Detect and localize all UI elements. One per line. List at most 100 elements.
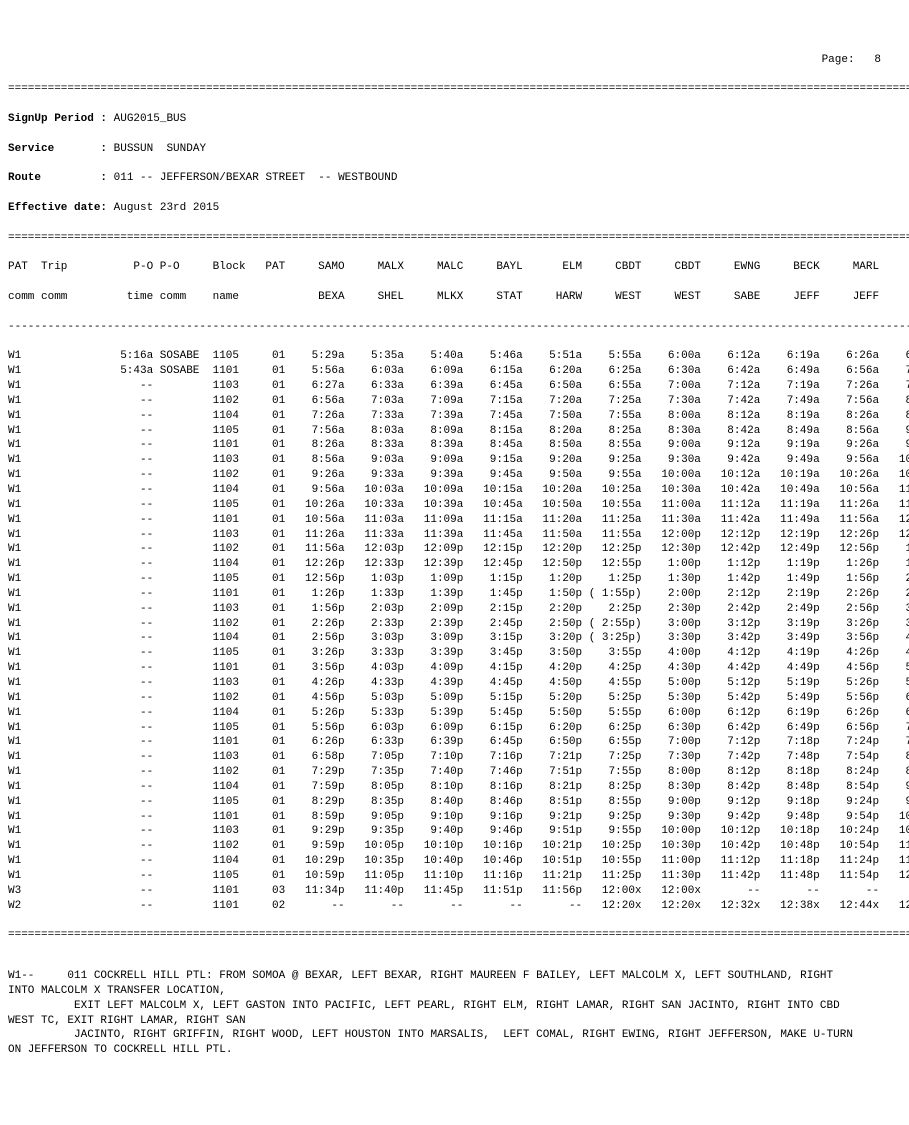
cell: 01 [252,572,292,587]
cell: 8:03a [351,424,410,439]
cell: 11:03a [351,513,410,528]
cell: -- [100,780,159,795]
cell: -- [100,409,159,424]
cell: W1 [8,513,41,528]
cell: 8:35a [886,409,909,424]
col-header: Block [213,260,253,275]
cell: 03 [252,884,292,899]
cell: 7:33p [886,735,909,750]
cell: 11:55a [589,528,648,543]
effective-label: Effective date: [8,202,107,214]
cell: 9:42p [708,810,767,825]
cell: 10:26a [292,498,351,513]
cell: 9:30a [648,453,707,468]
cell: 01 [252,528,292,543]
col-header: PAT [252,260,292,275]
cell: 3:42p [708,631,767,646]
cell: 12:32x [708,899,767,914]
cell: 01 [252,394,292,409]
cell: 10:33p [886,824,909,839]
col-subheader: JEFF [826,290,885,305]
cell: 5:15p [470,691,529,706]
cell: -- [100,513,159,528]
cell: 8:26a [826,409,885,424]
cell: 1105 [213,721,253,736]
cell: 6:45a [470,379,529,394]
cell: 7:46p [470,765,529,780]
cell: 10:25p [589,839,648,854]
cell: 1103 [213,824,253,839]
cell: 1:12p [708,557,767,572]
cell: 1:39p [411,587,470,602]
cell: 7:35p [351,765,410,780]
table-header-2: commcommtimecommnameBEXASHELMLKXSTATHARW… [8,290,901,305]
cell: 4:30p [648,661,707,676]
cell: 9:21p [529,810,588,825]
cell: 11:30a [648,513,707,528]
cell: 7:00a [648,379,707,394]
cell: 2:15p [470,602,529,617]
cell: 11:34p [292,884,351,899]
cell: ( 1:55p) [589,587,648,602]
cell: 4:20p [529,661,588,676]
cell: 5:49p [767,691,826,706]
cell: -- [100,631,159,646]
cell: 11:48p [767,869,826,884]
cell: 11:56a [292,542,351,557]
cell: 7:09a [411,394,470,409]
cell: 1103 [213,379,253,394]
cell: 12:56p [826,542,885,557]
cell: 8:50a [529,438,588,453]
cell: 3:05p [886,602,909,617]
cell: -- [886,884,909,899]
cell: 2:26p [292,617,351,632]
cell: 5:45p [470,706,529,721]
cell: 8:55a [589,438,648,453]
cell: 9:20a [529,453,588,468]
cell: 1104 [213,557,253,572]
cell: 11:49a [767,513,826,528]
cell: 2:20p [529,602,588,617]
cell: 1:42p [708,572,767,587]
cell: 6:42p [708,721,767,736]
cell: 7:54p [826,750,885,765]
cell: 11:05a [886,483,909,498]
cell: 8:30a [648,424,707,439]
cell: 9:03a [351,453,410,468]
table-row: W1--1102017:29p7:35p7:40p7:46p7:51p7:55p… [8,765,901,780]
col-header: EWNG [708,260,767,275]
cell: 1103 [213,602,253,617]
cell: -- [100,824,159,839]
cell: 1104 [213,409,253,424]
table-row: W15:16aSOSABE1105015:29a5:35a5:40a5:46a5… [8,349,901,364]
cell: 10:40p [411,854,470,869]
cell: 11:40p [351,884,410,899]
cell: 8:05p [351,780,410,795]
cell: 11:18p [767,854,826,869]
cell: 5:35a [351,349,410,364]
cell: -- [100,394,159,409]
cell: 01 [252,721,292,736]
signup-value: AUG2015_BUS [107,113,186,125]
cell: 8:00a [648,409,707,424]
cell: 9:39a [411,468,470,483]
table-row: W1--11010110:56a11:03a11:09a11:15a11:20a… [8,513,901,528]
cell: 5:12p [708,676,767,691]
cell: 01 [252,617,292,632]
signup-label: SignUp Period : [8,113,107,125]
table-row: W1--1104017:59p8:05p8:10p8:16p8:21p8:25p… [8,780,901,795]
cell: -- [100,869,159,884]
cell: 1:35p [886,557,909,572]
cell: 4:26p [292,676,351,691]
cell: 6:20a [529,364,588,379]
cell: 7:39a [411,409,470,424]
cell: 11:25p [589,869,648,884]
cell: 9:25a [589,453,648,468]
cell: 10:49a [767,483,826,498]
cell: 6:26p [826,706,885,721]
cell: 9:42a [708,453,767,468]
cell: 01 [252,691,292,706]
cell: 6:56p [826,721,885,736]
cell: W1 [8,468,41,483]
cell: 01 [252,409,292,424]
